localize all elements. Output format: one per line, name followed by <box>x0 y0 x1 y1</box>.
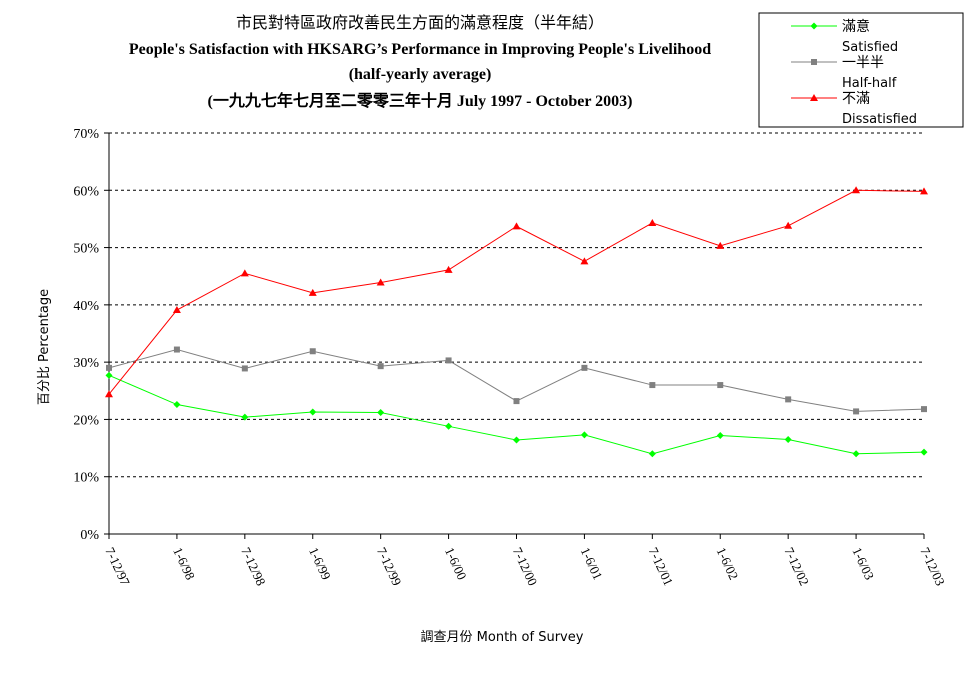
x-tick-label: 1-6/00 <box>442 545 470 582</box>
x-axis-label: 調查月份 Month of Survey <box>421 630 584 645</box>
data-point <box>717 382 724 389</box>
data-point <box>445 357 452 364</box>
data-point <box>240 269 249 277</box>
data-point <box>648 218 657 226</box>
series-dissatisfied <box>105 186 928 398</box>
data-point <box>376 278 385 286</box>
x-tick-label: 1-6/02 <box>714 545 742 582</box>
title-line-4: (一九九七年七月至二零零三年十月 July 1997 - October 200… <box>207 91 632 110</box>
data-point <box>105 390 113 398</box>
x-tick-label: 1-6/01 <box>578 545 606 582</box>
data-point <box>648 450 656 458</box>
x-tick-label: 7-12/97 <box>102 545 133 588</box>
legend-entry-satisfied: 滿意 Satisfied <box>791 18 898 55</box>
data-point <box>649 382 656 389</box>
data-point <box>716 431 724 439</box>
data-point <box>444 265 453 273</box>
legend-label-en: Half-half <box>842 76 897 91</box>
legend-box <box>758 12 964 128</box>
series-line <box>108 189 925 395</box>
data-point <box>784 435 792 443</box>
data-point <box>580 431 588 439</box>
legend-label-en: Dissatisfied <box>842 112 917 127</box>
data-point <box>241 365 248 372</box>
data-point <box>920 448 928 456</box>
data-point <box>308 288 317 296</box>
x-tick-label: 7-12/99 <box>374 545 405 588</box>
x-tick-label: 7-12/98 <box>238 545 269 588</box>
chart-title: 市民對特區政府改善民生方面的滿意程度（半年結） People's Satisfa… <box>129 13 711 110</box>
y-tick-label: 50% <box>73 242 99 257</box>
series-half-half <box>106 346 927 415</box>
data-point <box>784 221 793 229</box>
y-tick-label: 40% <box>73 299 99 314</box>
y-tick-labels: 0% 10% 20% 30% 40% 50% 60% 70% <box>73 127 99 543</box>
data-point <box>106 364 112 371</box>
x-tick-label: 1-6/99 <box>306 545 334 582</box>
y-tick-label: 10% <box>73 471 99 486</box>
y-tick-label: 0% <box>80 528 99 543</box>
data-point <box>785 396 792 403</box>
series-satisfied <box>105 371 928 458</box>
y-axis-label: 百分比 Percentage <box>37 289 52 405</box>
legend-marker <box>810 94 818 101</box>
x-tick-label: 7-12/01 <box>646 545 677 588</box>
data-point <box>105 371 113 379</box>
legend-label: 一半半 <box>842 55 884 71</box>
x-tick-label: 1-6/03 <box>849 545 877 582</box>
legend-label: 不滿 <box>842 91 870 107</box>
data-point <box>309 348 316 355</box>
data-point <box>852 186 861 194</box>
data-point <box>173 346 180 353</box>
data-point <box>716 241 725 249</box>
data-point <box>920 187 928 195</box>
y-tick-label: 60% <box>73 184 99 199</box>
y-tick-label: 30% <box>73 356 99 371</box>
title-line-1: 市民對特區政府改善民生方面的滿意程度（半年結） <box>236 13 604 32</box>
data-point <box>377 409 385 417</box>
data-point <box>445 422 453 430</box>
title-line-2: People's Satisfaction with HKSARG’s Perf… <box>129 41 711 58</box>
data-point <box>853 408 860 415</box>
data-point <box>580 257 589 265</box>
x-tick-label: 1-6/98 <box>170 545 198 582</box>
legend-label: 滿意 <box>842 18 870 35</box>
gridlines <box>109 132 924 478</box>
x-tick-label: 7-12/02 <box>781 545 812 588</box>
legend-marker <box>810 22 818 30</box>
legend-label-en: Satisfied <box>842 40 898 55</box>
axes <box>104 132 925 539</box>
y-tick-label: 70% <box>73 127 99 142</box>
data-point <box>241 413 249 421</box>
legend-entry-dissatisfied: 不滿 Dissatisfied <box>791 91 917 127</box>
x-tick-label: 7-12/03 <box>917 545 948 588</box>
data-point <box>512 222 521 230</box>
data-point <box>581 364 588 371</box>
data-point <box>173 401 181 409</box>
title-line-3: (half-yearly average) <box>349 66 492 83</box>
data-point <box>172 306 181 314</box>
legend-entry-half-half: 一半半 Half-half <box>791 55 897 91</box>
legend-marker <box>811 59 817 65</box>
data-point <box>309 408 317 416</box>
series-group <box>105 186 928 458</box>
data-point <box>377 363 384 370</box>
data-point <box>513 436 520 444</box>
data-point <box>921 406 927 413</box>
x-tick-label: 7-12/00 <box>510 545 541 588</box>
data-point <box>513 398 520 405</box>
x-tick-labels: 7-12/97 1-6/98 7-12/98 1-6/99 7-12/99 1-6/00 7… <box>102 545 948 588</box>
data-point <box>852 450 860 458</box>
y-tick-label: 20% <box>73 413 99 428</box>
